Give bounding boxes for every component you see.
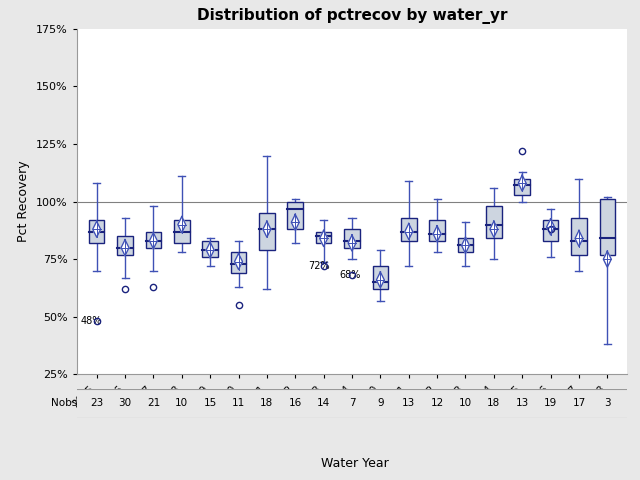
Bar [316,231,332,243]
Polygon shape [121,240,129,256]
Text: 18: 18 [487,398,500,408]
Bar [372,266,388,289]
Polygon shape [93,221,100,237]
Text: 18: 18 [260,398,273,408]
Bar [174,220,189,243]
Bar [230,252,246,273]
Bar [287,202,303,229]
Text: 12: 12 [431,398,444,408]
Bar [202,241,218,257]
Text: 10: 10 [459,398,472,408]
Text: 30: 30 [118,398,132,408]
Text: 19: 19 [544,398,557,408]
Y-axis label: Pct Recovery: Pct Recovery [17,161,31,242]
Polygon shape [348,235,356,251]
Text: 11: 11 [232,398,245,408]
Bar [344,229,360,248]
Polygon shape [149,233,157,249]
Polygon shape [291,214,300,230]
Polygon shape [461,237,470,253]
Text: 17: 17 [572,398,586,408]
Text: 16: 16 [289,398,302,408]
Text: 21: 21 [147,398,160,408]
Text: 72%: 72% [308,261,330,271]
Text: 9: 9 [377,398,384,408]
Text: Water Year: Water Year [321,457,389,470]
Text: 48%: 48% [81,316,102,326]
Bar [89,220,104,243]
Bar [571,218,587,254]
Text: 13: 13 [516,398,529,408]
Polygon shape [490,221,498,237]
Text: 13: 13 [402,398,415,408]
Text: Nobs: Nobs [51,398,77,408]
Text: 23: 23 [90,398,103,408]
Bar [486,206,502,239]
Polygon shape [604,251,611,267]
Polygon shape [319,230,328,247]
Polygon shape [404,224,413,240]
Bar [515,179,530,195]
Polygon shape [518,175,526,191]
Bar [401,218,417,241]
Text: 68%: 68% [339,270,360,280]
Polygon shape [433,226,441,242]
Polygon shape [575,230,583,247]
Polygon shape [547,219,555,235]
Text: 10: 10 [175,398,188,408]
Polygon shape [206,242,214,258]
Bar [259,213,275,250]
Title: Distribution of pctrecov by water_yr: Distribution of pctrecov by water_yr [196,9,508,24]
Bar [429,220,445,241]
Polygon shape [234,253,243,270]
Bar [146,231,161,248]
Bar [600,199,615,254]
Text: 3: 3 [604,398,611,408]
Polygon shape [376,272,385,288]
Bar [458,239,474,252]
Text: 7: 7 [349,398,355,408]
Text: 14: 14 [317,398,330,408]
Polygon shape [263,221,271,237]
Text: 15: 15 [204,398,217,408]
Polygon shape [178,216,186,233]
Bar [117,236,133,254]
Bar [543,220,559,241]
